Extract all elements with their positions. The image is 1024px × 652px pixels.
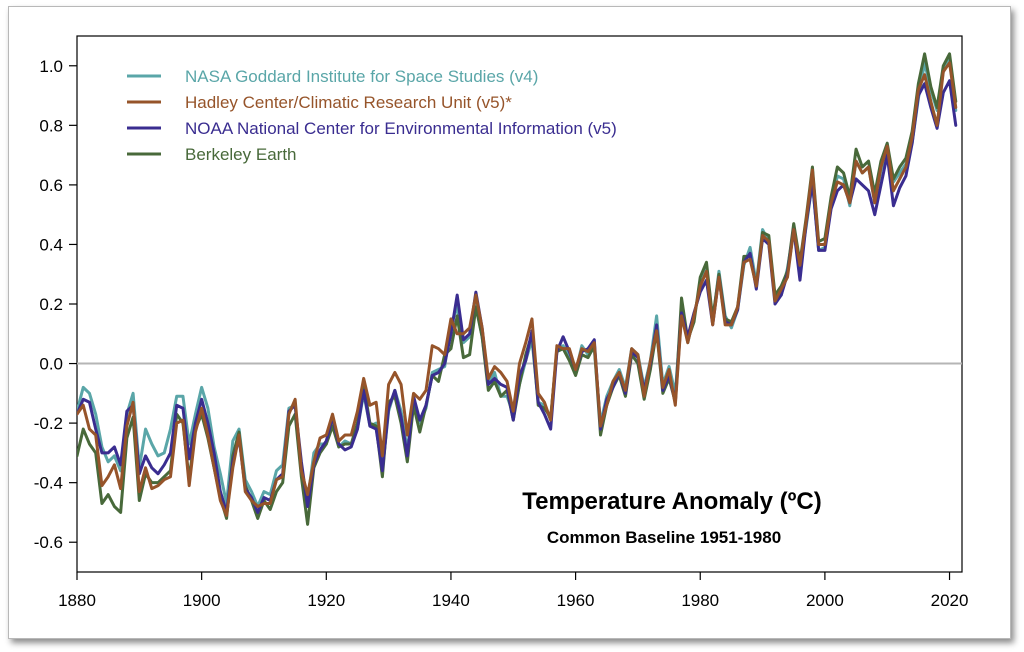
chart-frame: -0.6 -0.4 -0.2 0.0 0.2 0.4 0.6 0.8 1.0 1880 1900 1… — [8, 6, 1011, 639]
x-tick-label: 1920 — [307, 591, 345, 610]
x-axis: 1880 1900 1920 1940 1960 1980 2000 2020 — [58, 572, 968, 610]
legend-label: Hadley Center/Climatic Research Unit (v5… — [185, 93, 512, 112]
chart-subtitle: Common Baseline 1951-1980 — [547, 528, 781, 547]
x-tick-label: 2000 — [806, 591, 844, 610]
y-tick-label: 0.2 — [39, 295, 63, 314]
y-tick-label: 0.4 — [39, 235, 63, 254]
x-tick-label: 2020 — [931, 591, 969, 610]
x-tick-label: 1900 — [183, 591, 221, 610]
y-tick-label: 0.0 — [39, 355, 63, 374]
series-line-2 — [77, 61, 958, 517]
x-tick-label: 1880 — [58, 591, 96, 610]
y-axis: -0.6 -0.4 -0.2 0.0 0.2 0.4 0.6 0.8 1.0 — [34, 57, 77, 552]
legend-label: Berkeley Earth — [185, 145, 297, 164]
legend-label: NASA Goddard Institute for Space Studies… — [185, 67, 538, 86]
y-tick-label: -0.6 — [34, 533, 63, 552]
plot-area — [76, 35, 963, 573]
series-layer — [77, 52, 958, 526]
x-tick-label: 1960 — [557, 591, 595, 610]
x-tick-label: 1940 — [432, 591, 470, 610]
y-tick-label: -0.4 — [34, 474, 63, 493]
y-tick-label: 1.0 — [39, 57, 63, 76]
y-tick-label: 0.8 — [39, 116, 63, 135]
legend: NASA Goddard Institute for Space Studies… — [127, 67, 617, 164]
y-tick-label: 0.6 — [39, 176, 63, 195]
x-tick-label: 1980 — [681, 591, 719, 610]
chart-title: Temperature Anomaly (ºC) — [522, 488, 821, 515]
legend-label: NOAA National Center for Environmental I… — [185, 119, 617, 138]
temperature-anomaly-chart: -0.6-0.4-0.20.00.20.40.60.81.0 1880 1900 1… — [34, 35, 968, 610]
y-tick-label: -0.2 — [34, 414, 63, 433]
